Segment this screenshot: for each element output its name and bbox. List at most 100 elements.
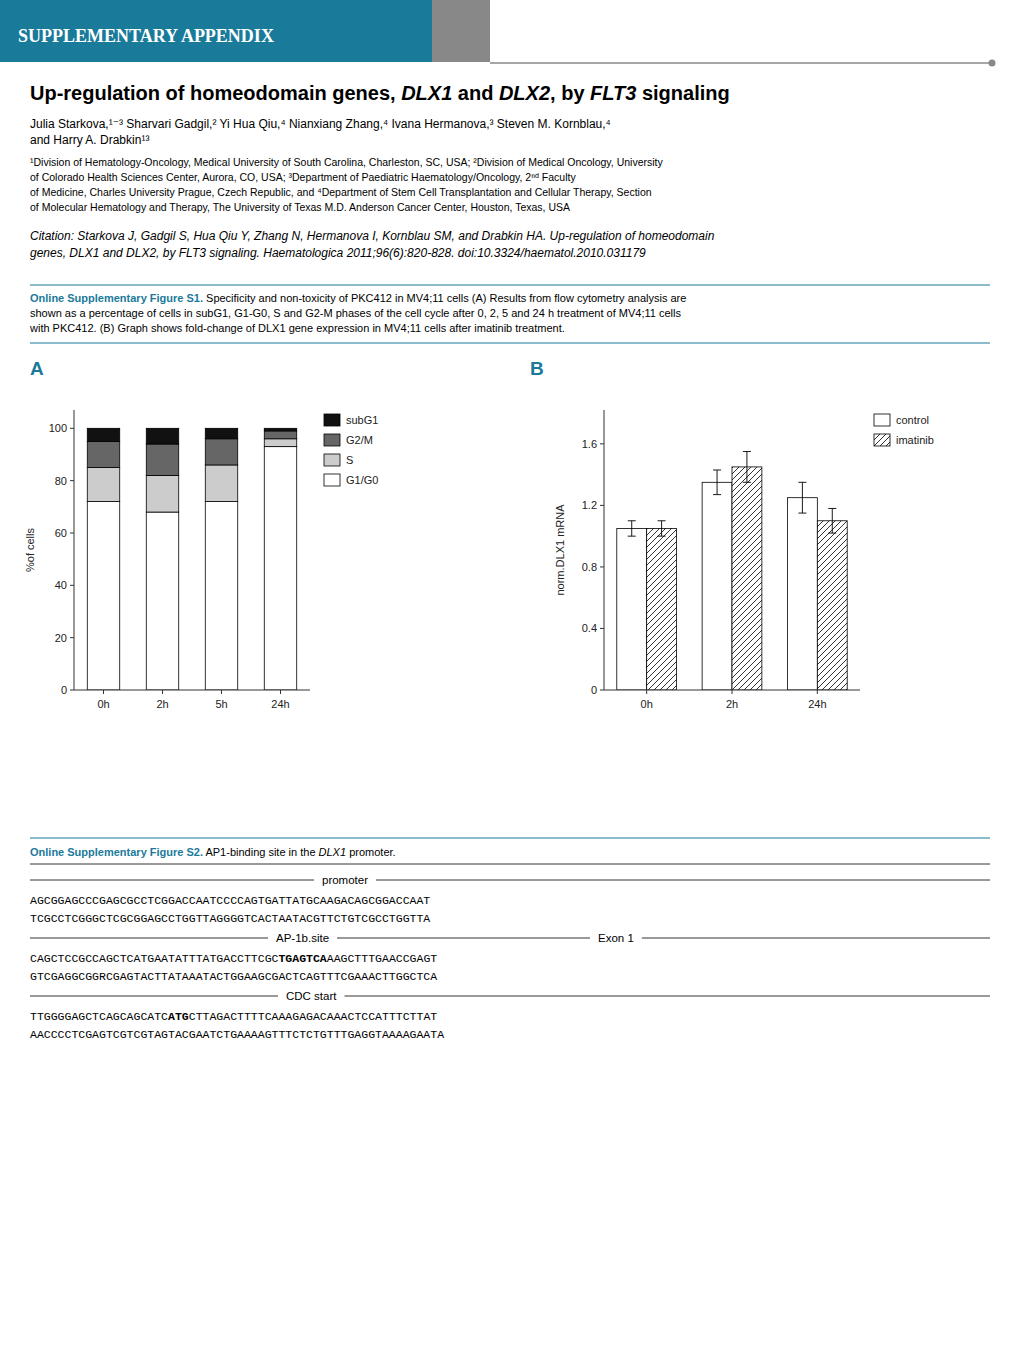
legend-swatch [324,454,340,466]
legend-swatch [874,434,890,446]
error-cap [743,482,751,483]
sequence: AGCGGAGCCCGAGCGCCTCGGACCAATCCCCAGTGATTAT… [30,894,430,907]
section-rule [30,880,314,881]
title-part: and [452,82,499,104]
y-tick [70,480,74,481]
section-label: CDC start [286,990,337,1002]
error-bar [628,521,636,536]
sequence-part: CAGCTCCGCCAGCTCATGAATATTTATGACCTTCGC [30,952,279,965]
x-tick [280,690,281,694]
error-cap [658,536,666,537]
title-part: DLX2 [499,82,550,104]
authors: and Harry A. Drabkin¹³ [30,133,149,147]
x-tick [162,690,163,694]
bar-segment [264,447,296,690]
y-tick [600,443,604,444]
error-cap [828,508,836,509]
sequence-part: ATG [168,1010,189,1023]
y-tick [600,505,604,506]
caption-text: with PKC412. (B) Graph shows fold-change… [29,322,565,334]
y-tick-label: 20 [55,632,67,644]
y-tick-label: 1.6 [582,438,597,450]
header-dot [989,60,996,67]
caption-rule [30,838,990,839]
bar-segment [87,502,119,690]
caption-s1: shown as a percentage of cells in subG1,… [30,307,681,319]
error-stem [661,521,662,536]
y-tick [70,428,74,429]
title-part: DLX1 [401,82,452,104]
error-cap [743,451,751,452]
legend-swatch [324,474,340,486]
section-rule [30,938,268,939]
sequence: CAGCTCCGCCAGCTCATGAATATTTATGACCTTCGCTGAG… [30,952,437,965]
x-tick-label: 2h [726,698,738,710]
chart: A0204060801000h2h5h24h%of cellssubG1G2/M… [24,358,378,710]
chart: B00.40.81.21.60h2h24hnorm.DLX1 mRNAcontr… [530,358,934,710]
bar-segment [264,428,296,431]
x-tick-label: 24h [271,698,289,710]
sequence-part: TGAGTCA [278,952,326,965]
error-bar [743,452,751,483]
bar-segment [87,468,119,502]
sequence-part: CTTAGACTTTTCAAAGAGACAAACTCCATTTCTTAT [189,1010,438,1023]
sequence: GTCGAGGCGGRCGAGTACTTATAAATACTGGAAGCGACTC… [30,970,437,983]
bar-segment [146,444,178,475]
affiliation: of Medicine, Charles University Prague, … [30,186,652,198]
x-tick [103,690,104,694]
y-tick-label: 100 [49,422,67,434]
bar [817,521,847,690]
bar [617,528,647,690]
plot-marks [87,428,296,690]
caption-text: AP1-binding site in the [203,846,319,858]
caption-rule [30,285,990,286]
x-tick-label: 0h [641,698,653,710]
legend-label: subG1 [346,414,378,426]
sequence-part: TTGGGGAGCTCAGCAGCATC [30,1010,168,1023]
section-rule [642,938,990,939]
error-cap [713,470,721,471]
affiliation: ¹Division of Hematology-Oncology, Medica… [30,156,664,168]
y-tick [70,690,74,691]
y-tick-label: 0.8 [582,561,597,573]
caption-text: Specificity and non-toxicity of PKC412 i… [203,292,686,304]
x-tick [817,690,818,694]
bar-segment [146,475,178,512]
header-accent [432,0,490,62]
legend-label: imatinib [896,434,934,446]
section-rule [30,996,278,997]
error-bar [658,521,666,536]
y-tick-label: 0 [61,684,67,696]
bar-segment [146,512,178,690]
bar-segment [87,441,119,467]
error-cap [798,513,806,514]
error-cap [628,520,636,521]
bar-segment [205,465,237,502]
y-axis [74,410,75,690]
bar-segment [87,428,119,441]
bar-segment [205,502,237,690]
caption-text: promoter. [346,846,396,858]
section-rule [344,996,990,997]
y-tick [70,585,74,586]
caption-text: DLX1 [319,846,347,858]
x-tick [646,690,647,694]
bar-segment [205,428,237,438]
error-stem [802,482,803,513]
affiliation: of Molecular Hematology and Therapy, The… [30,201,570,213]
y-tick [70,532,74,533]
legend-label: control [896,414,929,426]
error-stem [631,521,632,536]
y-axis-label: %of cells [24,527,36,572]
panel-label: B [530,358,544,379]
caption-s1: with PKC412. (B) Graph shows fold-change… [29,322,565,334]
caption-rule [30,343,990,344]
legend: subG1G2/MSG1/G0 [324,414,378,486]
error-stem [717,470,718,495]
sequence: TCGCCTCGGGCTCGCGGAGCCTGGTTAGGGGTCACTAATA… [30,912,430,925]
affiliation: of Colorado Health Sciences Center, Auro… [30,171,576,183]
bar [702,482,732,690]
x-tick [221,690,222,694]
error-bar [828,508,836,533]
title-part: FLT3 [590,82,636,104]
